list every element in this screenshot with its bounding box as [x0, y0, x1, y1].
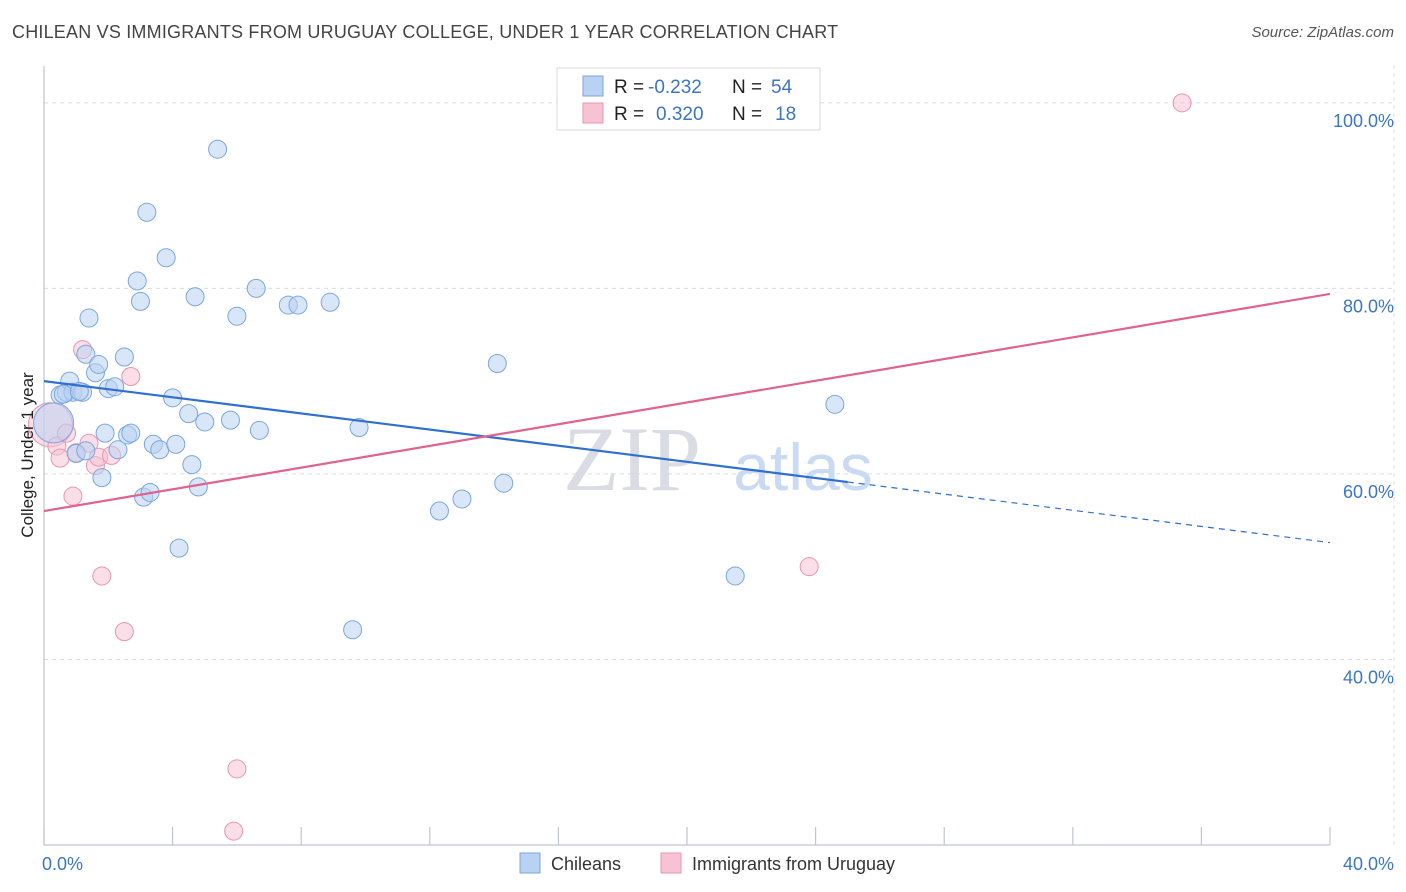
uruguay-point: [799, 557, 819, 577]
chileans-point: [429, 501, 449, 521]
axes: [43, 66, 1331, 846]
y-axis-label: College, Under 1 year: [18, 372, 37, 538]
chileans-point: [220, 410, 240, 430]
chileans-point: [108, 440, 128, 460]
bottom-legend-swatch-uruguay: [660, 852, 682, 874]
watermark: ZIP atlas: [563, 408, 873, 510]
legend-r-value-uruguay: 0.320: [656, 104, 704, 125]
chileans-point: [825, 394, 845, 414]
legend-r-value-chileans: -0.232: [648, 77, 702, 98]
legend-swatch-chileans: [582, 75, 604, 97]
chileans-point: [76, 441, 96, 461]
legend-n-value-chileans: 54: [771, 77, 793, 98]
uruguay-point: [227, 759, 247, 779]
chileans-point: [487, 354, 507, 374]
chileans-point: [130, 291, 150, 311]
y-tick-label: 80.0%: [1343, 296, 1394, 316]
chileans-point: [249, 420, 269, 440]
uruguay-point: [224, 821, 244, 841]
chileans-point: [137, 202, 157, 222]
uruguay-point: [92, 566, 112, 586]
chileans-point: [725, 566, 745, 586]
chileans-point: [121, 423, 141, 443]
grid-lines: [44, 65, 1395, 845]
uruguay-point: [121, 367, 141, 387]
bottom-legend-label-uruguay: Immigrants from Uruguay: [692, 854, 895, 874]
tick-labels: 40.0% 60.0% 80.0% 100.0% 0.0% 40.0%: [42, 111, 1394, 874]
chileans-point: [343, 620, 363, 640]
chart-title: CHILEAN VS IMMIGRANTS FROM URUGUAY COLLE…: [12, 22, 839, 42]
chileans-point: [288, 295, 308, 315]
chileans-point: [89, 354, 109, 374]
legend-r-label-uruguay: R =: [614, 104, 644, 125]
chileans-point: [208, 139, 228, 159]
x-tick-label: 40.0%: [1343, 854, 1394, 874]
trendline-chileans: [43, 380, 848, 484]
legend-n-value-uruguay: 18: [775, 104, 796, 125]
bottom-legend-swatch-chileans: [519, 852, 541, 874]
chileans-point: [185, 287, 205, 307]
chileans-point: [150, 440, 170, 460]
source-label: Source: ZipAtlas.com: [1251, 24, 1394, 41]
trendline-chileans-extension: [847, 481, 1331, 544]
trendlines: [43, 292, 1331, 544]
chileans-point: [79, 308, 99, 328]
chileans-point: [95, 423, 115, 443]
bottom-legend: Chileans Immigrants from Uruguay: [519, 852, 895, 874]
x-tick-label: 0.0%: [42, 854, 83, 874]
chileans-point: [156, 248, 176, 268]
uruguay-point: [50, 448, 70, 468]
chileans-point: [179, 404, 199, 424]
uruguay-point: [63, 486, 83, 506]
chileans-point: [182, 455, 202, 475]
trendline-uruguay: [43, 292, 1331, 513]
y-tick-label: 40.0%: [1343, 667, 1394, 687]
legend-n-label-uruguay: N =: [732, 104, 762, 125]
uruguay-point: [1172, 93, 1192, 113]
chileans-point: [320, 292, 340, 312]
chileans-point: [76, 344, 96, 364]
chileans-point: [127, 271, 147, 291]
y-tick-label: 60.0%: [1343, 482, 1394, 502]
series-chileans-points: [33, 139, 845, 640]
legend-n-label-chileans: N =: [732, 77, 762, 98]
chileans-point: [53, 384, 73, 404]
chileans-point: [92, 468, 112, 488]
watermark-zip: ZIP: [563, 408, 701, 510]
chileans-point: [114, 347, 134, 367]
chileans-point: [169, 538, 189, 558]
y-tick-label: 100.0%: [1333, 111, 1394, 131]
bottom-legend-label-chileans: Chileans: [551, 854, 621, 874]
chileans-point: [246, 278, 266, 298]
chileans-point: [195, 412, 215, 432]
chileans-point: [494, 473, 514, 493]
legend-box: R = -0.232 N = 54 R = 0.320 N = 18: [556, 67, 821, 131]
chileans-point: [33, 402, 75, 444]
uruguay-point: [114, 622, 134, 642]
chileans-point: [105, 377, 125, 397]
chileans-point: [166, 434, 186, 454]
legend-swatch-uruguay: [582, 102, 604, 124]
watermark-atlas: atlas: [733, 430, 872, 504]
legend-r-label-chileans: R =: [614, 77, 644, 98]
chileans-point: [349, 418, 369, 438]
chileans-point: [452, 489, 472, 509]
chileans-point: [227, 306, 247, 326]
